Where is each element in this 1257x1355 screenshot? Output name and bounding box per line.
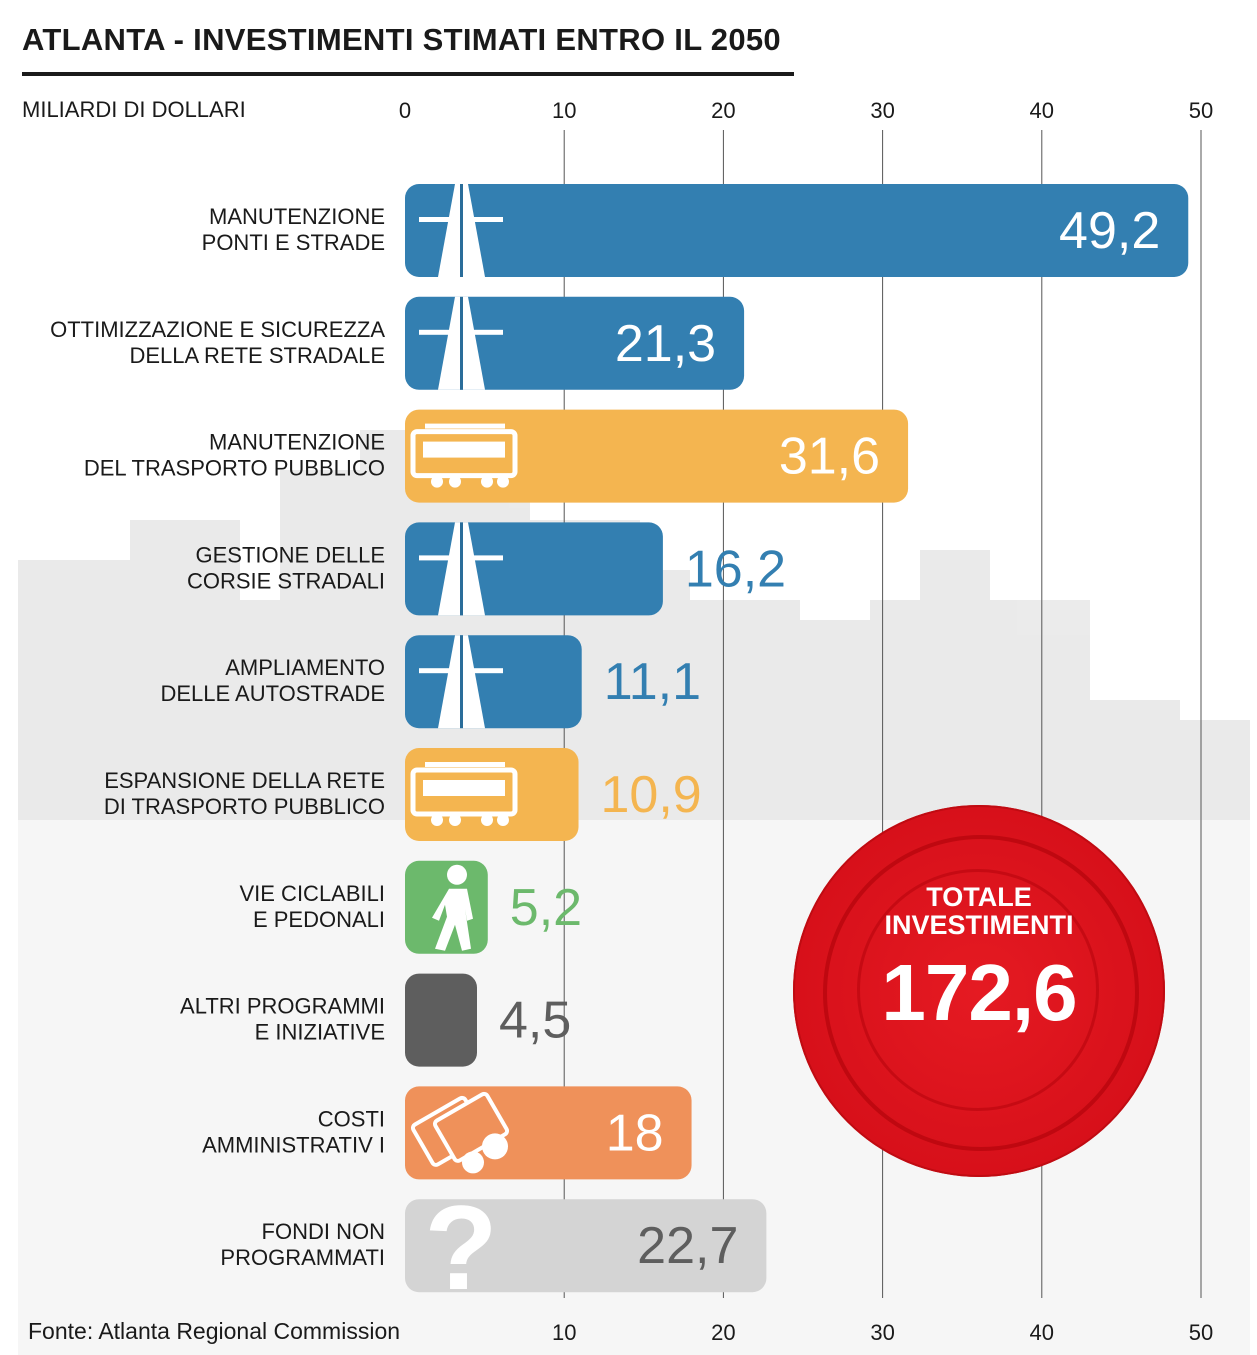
x-tick-bottom: 40 [1030,1320,1054,1345]
coin [482,1133,508,1160]
x-tick-bottom: 50 [1189,1320,1213,1345]
category-label-line: AMMINISTRATIV I [202,1132,385,1157]
tram-wheel [481,475,493,488]
question-glyph: ? [424,1181,497,1315]
x-tick-top: 30 [870,98,894,123]
category-label-line: DI TRASPORTO PUBBLICO [104,794,385,819]
tram-body [410,767,518,817]
category-label: OTTIMIZZAZIONE E SICUREZZA DELLA RETE STR… [50,317,385,368]
road-icon [419,184,503,277]
bar-3 [405,409,909,503]
road-icon [419,296,503,390]
category-label-line: PROGRAMMATI [220,1245,385,1270]
value-label: 49,2 [1059,202,1160,260]
bar-10 [405,1199,767,1293]
value-label: 5,2 [510,879,582,937]
value-label: 10,9 [601,766,702,824]
category-label-line: E INIZIATIVE [255,1020,385,1045]
source-note: Fonte: Atlanta Regional Commission [28,1318,401,1344]
question-icon: ? [424,1181,497,1315]
tram-body [410,429,518,479]
tram-windows [423,441,505,458]
category-label-line: DEL TRASPORTO PUBBLICO [84,456,385,481]
category-label: GESTIONE DELLE CORSIE STRADALI [187,542,385,593]
pedestrian-icon [432,864,473,951]
category-label: ALTRI PROGRAMMI E INIZIATIVE [180,994,385,1045]
category-label-line: MANUTENZIONE [209,430,385,455]
x-tick-bottom: 30 [870,1320,894,1345]
value-label: 11,1 [604,653,701,711]
money-icon [410,1091,510,1174]
category-label-line: OTTIMIZZAZIONE E SICUREZZA [50,317,385,342]
road-lane [460,296,463,390]
pedestrian-head [447,864,467,885]
road-icon [419,522,503,616]
tram-wheel [449,475,461,488]
road-lane [460,184,463,277]
category-label-line: PONTI E STRADE [202,230,385,255]
total-badge: TOTALE INVESTIMENTI 172,6 [793,805,1165,1177]
tram-wheel [497,814,509,826]
category-label-line: GESTIONE DELLE [195,542,385,567]
unit-label: MILIARDI DI DOLLARI [22,97,246,122]
value-label: 21,3 [615,315,716,373]
x-tick-bottom: 20 [711,1320,735,1345]
category-label-line: ALTRI PROGRAMMI [180,994,385,1019]
seal-outer-ring [823,835,1139,1151]
x-tick-bottom: 10 [552,1320,576,1345]
value-label: 4,5 [499,992,571,1050]
coin-small [462,1151,484,1174]
category-label: FONDI NON PROGRAMMATI [220,1219,385,1270]
category-label-line: FONDI NON [262,1219,385,1244]
x-tick-top: 10 [552,98,576,123]
category-label-line: ESPANSIONE DELLA RETE [104,768,385,793]
tram-wheel [449,814,461,826]
tram-roof [425,762,505,767]
total-label: TOTALE INVESTIMENTI [884,882,1074,940]
category-label-line: VIE CICLABILI [239,881,385,906]
tram-wheel [431,475,443,488]
category-label-line: DELLA RETE STRADALE [129,343,385,368]
x-tick-top: 0 [399,98,411,123]
category-label: MANUTENZIONE DEL TRASPORTO PUBBLICO [84,430,385,481]
category-label-line: COSTI [318,1106,385,1131]
value-label: 16,2 [685,540,786,598]
category-label-line: E PEDONALI [253,907,385,932]
category-label-line: CORSIE STRADALI [187,568,385,593]
road-lane [460,635,463,729]
title-underline [22,72,794,76]
x-tick-top: 40 [1030,98,1054,123]
tram-wheel [497,475,509,488]
category-label-line: DELLE AUTOSTRADE [160,681,385,706]
bar-8 [405,973,477,1067]
category-label: MANUTENZIONE PONTI E STRADE [202,204,385,255]
tram-windows [423,780,505,796]
category-label-line: AMPLIAMENTO [225,655,385,680]
value-label: 22,7 [637,1217,738,1275]
road-lane [460,522,463,616]
tram-roof [425,423,505,429]
value-label: 18 [606,1104,664,1162]
tram-icon [410,423,518,488]
category-label: COSTI AMMINISTRATIV I [202,1106,385,1157]
x-tick-top: 50 [1189,98,1213,123]
bar-2 [405,296,745,390]
category-label: AMPLIAMENTO DELLE AUTOSTRADE [160,655,385,706]
tram-icon [410,762,518,826]
bar-1 [405,184,1189,277]
tram-wheel [481,814,493,826]
category-label: ESPANSIONE DELLA RETE DI TRASPORTO PUBBLI… [104,768,385,819]
total-value: 172,6 [881,948,1077,1037]
chart-title: ATLANTA - INVESTIMENTI STIMATI ENTRO IL … [22,22,781,57]
x-tick-top: 20 [711,98,735,123]
category-label-line: MANUTENZIONE [209,204,385,229]
road-icon [419,635,503,729]
pedestrian-body [432,888,473,951]
seal-inner-ring [857,869,1099,1111]
bar-5 [405,635,582,729]
category-label: VIE CICLABILI E PEDONALI [239,881,385,932]
value-label: 31,6 [779,428,880,486]
tram-wheel [431,814,443,826]
